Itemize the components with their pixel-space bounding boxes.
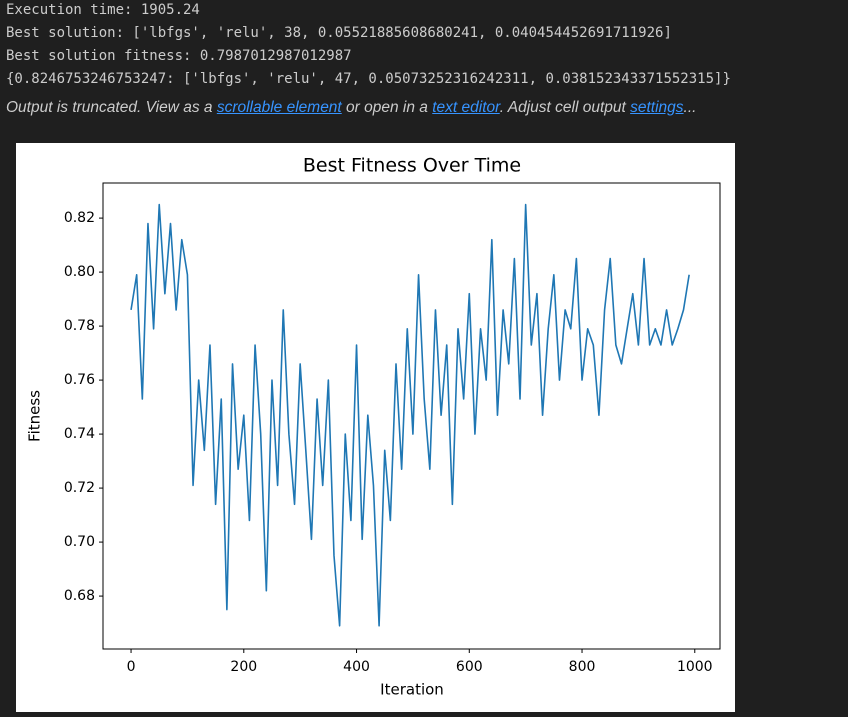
y-axis-label: Fitness — [26, 390, 44, 442]
y-tick-label: 0.68 — [64, 588, 95, 604]
x-tick-label: 400 — [343, 659, 370, 675]
output-line: {0.8246753246753247: ['lbfgs', 'relu', 4… — [6, 71, 731, 87]
notice-text: ... — [683, 99, 697, 116]
fitness-line — [130, 203, 690, 627]
y-tick-label: 0.80 — [64, 264, 95, 280]
y-tick-label: 0.82 — [64, 210, 95, 226]
x-tick-label: 1000 — [677, 659, 713, 675]
y-tick-label: 0.78 — [64, 318, 95, 334]
plot-image: Best Fitness Over Time Iteration Fitness… — [16, 143, 735, 712]
output-line: Execution time: 1905.24 — [6, 2, 200, 18]
text-editor-link[interactable]: text editor — [432, 99, 500, 116]
notice-text: Output is truncated. View as a — [6, 99, 217, 116]
chart-title: Best Fitness Over Time — [303, 155, 521, 177]
y-tick-label: 0.76 — [64, 372, 95, 388]
x-tick-label: 800 — [569, 659, 596, 675]
chart: Best Fitness Over Time Iteration Fitness… — [26, 155, 721, 699]
truncation-notice: Output is truncated. View as a scrollabl… — [6, 99, 696, 117]
x-tick-label: 0 — [127, 659, 136, 675]
scrollable-link[interactable]: scrollable element — [216, 99, 342, 116]
output-line: Best solution fitness: 0.798701298701298… — [6, 48, 352, 64]
notice-text: or open in a — [341, 99, 433, 116]
y-tick-label: 0.72 — [64, 480, 95, 496]
x-tick-label: 600 — [456, 659, 483, 675]
plot-frame — [102, 182, 721, 650]
y-tick-label: 0.74 — [64, 426, 95, 442]
output-line: Best solution: ['lbfgs', 'relu', 38, 0.0… — [6, 25, 672, 41]
notice-text: . Adjust cell output — [499, 99, 631, 116]
settings-link[interactable]: settings — [630, 99, 684, 116]
x-tick-label: 200 — [230, 659, 257, 675]
y-tick-label: 0.70 — [64, 534, 95, 550]
x-axis-label: Iteration — [380, 681, 444, 699]
